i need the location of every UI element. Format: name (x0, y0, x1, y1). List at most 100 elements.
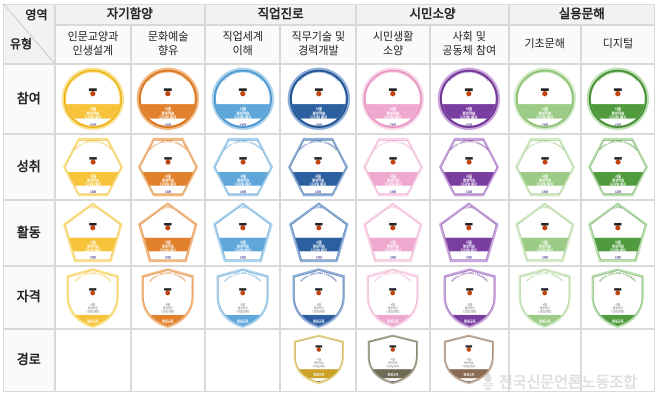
svg-text:서울: 서울 (391, 357, 396, 361)
svg-text:평생학습: 평생학습 (539, 243, 551, 248)
svg-text:서울: 서울 (390, 173, 396, 178)
svg-text:평생학습: 평생학습 (313, 305, 324, 309)
svg-text:서울: 서울 (240, 239, 246, 244)
svg-text:평생학습: 평생학습 (388, 360, 398, 364)
svg-text:평생학습: 평생학습 (463, 178, 475, 183)
svg-text:평생학습: 평생학습 (612, 178, 624, 183)
svg-text:서울: 서울 (240, 302, 246, 306)
svg-text:OB: OB (315, 189, 321, 194)
svg-text:디지털 배지: 디지털 배지 (385, 182, 401, 187)
svg-text:서울: 서울 (165, 106, 172, 111)
svg-text:디지털 배지: 디지털 배지 (463, 309, 477, 313)
svg-text:평생교육: 평생교육 (612, 318, 624, 323)
svg-text:서울: 서울 (466, 106, 473, 111)
svg-text:OB: OB (466, 255, 472, 260)
svg-text:디지털 배지: 디지털 배지 (536, 115, 553, 120)
svg-text:서울: 서울 (240, 173, 246, 178)
svg-text:서울: 서울 (542, 106, 549, 111)
svg-text:OB: OB (390, 255, 396, 260)
svg-text:서울: 서울 (390, 106, 397, 111)
svg-text:평생학습: 평생학습 (465, 360, 475, 364)
svg-text:평생학습: 평생학습 (312, 243, 324, 248)
svg-text:디지털 배지: 디지털 배지 (387, 364, 400, 368)
svg-text:평생학습: 평생학습 (87, 110, 101, 115)
svg-text:디지털 배지: 디지털 배지 (235, 182, 251, 187)
svg-text:서울: 서울 (615, 173, 621, 178)
svg-text:OB: OB (542, 255, 548, 260)
svg-text:평생학습: 평생학습 (238, 305, 249, 309)
svg-text:평생학습: 평생학습 (162, 178, 174, 183)
svg-text:서울: 서울 (90, 106, 97, 111)
svg-text:디지털 배지: 디지털 배지 (85, 182, 101, 187)
svg-text:디지털 배지: 디지털 배지 (85, 247, 101, 252)
svg-text:디지털 배지: 디지털 배지 (236, 309, 250, 313)
svg-text:서울: 서울 (391, 302, 397, 306)
svg-text:서울: 서울 (390, 239, 396, 244)
svg-text:평생교육: 평생교육 (464, 318, 476, 323)
svg-text:OB: OB (240, 189, 246, 194)
svg-text:OB: OB (542, 189, 548, 194)
svg-text:서울: 서울 (165, 239, 171, 244)
svg-text:서울: 서울 (615, 302, 621, 306)
svg-text:OB: OB (165, 189, 171, 194)
svg-text:OB: OB (90, 255, 96, 260)
svg-text:서울: 서울 (542, 239, 548, 244)
svg-text:디지털 배지: 디지털 배지 (461, 247, 477, 252)
svg-text:디지털 배지: 디지털 배지 (537, 247, 553, 252)
svg-text:서울: 서울 (90, 302, 96, 306)
svg-text:서울: 서울 (315, 173, 321, 178)
svg-text:디지털 배지: 디지털 배지 (385, 247, 401, 252)
svg-text:디지털 배지: 디지털 배지 (310, 247, 326, 252)
svg-text:디지털 배지: 디지털 배지 (312, 364, 325, 368)
svg-text:OB: OB (615, 189, 621, 194)
svg-text:디지털 배지: 디지털 배지 (84, 115, 101, 120)
svg-text:서울: 서울 (315, 106, 322, 111)
svg-text:서울: 서울 (166, 302, 172, 306)
svg-text:OB: OB (615, 255, 621, 260)
svg-text:서울: 서울 (90, 239, 96, 244)
svg-text:평생학습: 평생학습 (538, 110, 552, 115)
svg-text:서울: 서울 (316, 302, 322, 306)
svg-text:디지털 배지: 디지털 배지 (162, 309, 176, 313)
svg-text:OB: OB (90, 189, 96, 194)
svg-text:평생학습: 평생학습 (539, 178, 551, 183)
svg-text:평생학습: 평생학습 (162, 243, 174, 248)
svg-text:디지털 배지: 디지털 배지 (86, 309, 100, 313)
svg-text:평생교육: 평생교육 (237, 318, 249, 323)
svg-text:평생학습: 평생학습 (87, 178, 99, 183)
svg-text:디지털 배지: 디지털 배지 (537, 182, 553, 187)
svg-text:서울: 서울 (466, 173, 472, 178)
svg-text:서울: 서울 (467, 357, 472, 361)
svg-text:평생교육: 평생교육 (162, 318, 174, 323)
svg-text:디지털 배지: 디지털 배지 (310, 115, 327, 120)
svg-text:OB: OB (240, 255, 246, 260)
svg-text:디지털 배지: 디지털 배지 (610, 247, 626, 252)
svg-text:서울: 서울 (316, 357, 321, 361)
svg-text:평생학습: 평생학습 (463, 243, 475, 248)
svg-text:평생학습: 평생학습 (464, 305, 475, 309)
svg-text:평생교육: 평생교육 (464, 371, 475, 376)
svg-text:디지털 배지: 디지털 배지 (235, 247, 251, 252)
svg-text:평생학습: 평생학습 (314, 360, 324, 364)
svg-text:OB: OB (165, 255, 171, 260)
svg-text:평생교육: 평생교육 (388, 371, 399, 376)
svg-text:디지털 배지: 디지털 배지 (463, 364, 476, 368)
svg-text:디지털 배지: 디지털 배지 (461, 182, 477, 187)
svg-text:평생학습: 평생학습 (612, 110, 626, 115)
svg-text:디지털 배지: 디지털 배지 (538, 309, 552, 313)
svg-text:디지털 배지: 디지털 배지 (234, 115, 251, 120)
svg-text:평생학습: 평생학습 (387, 110, 401, 115)
svg-text:디지털 배지: 디지털 배지 (160, 247, 176, 252)
svg-text:평생학습: 평생학습 (87, 243, 99, 248)
svg-text:평생학습: 평생학습 (237, 243, 249, 248)
svg-text:디지털 배지: 디지털 배지 (386, 309, 400, 313)
svg-text:평생교육: 평생교육 (313, 318, 325, 323)
svg-text:디지털 배지: 디지털 배지 (461, 115, 478, 120)
svg-text:평생교육: 평생교육 (539, 318, 551, 323)
svg-text:서울: 서울 (466, 239, 472, 244)
svg-text:평생학습: 평생학습 (463, 110, 477, 115)
svg-text:평생학습: 평생학습 (540, 305, 551, 309)
svg-text:평생학습: 평생학습 (237, 178, 249, 183)
svg-text:OB: OB (315, 255, 321, 260)
svg-text:서울: 서울 (542, 302, 548, 306)
